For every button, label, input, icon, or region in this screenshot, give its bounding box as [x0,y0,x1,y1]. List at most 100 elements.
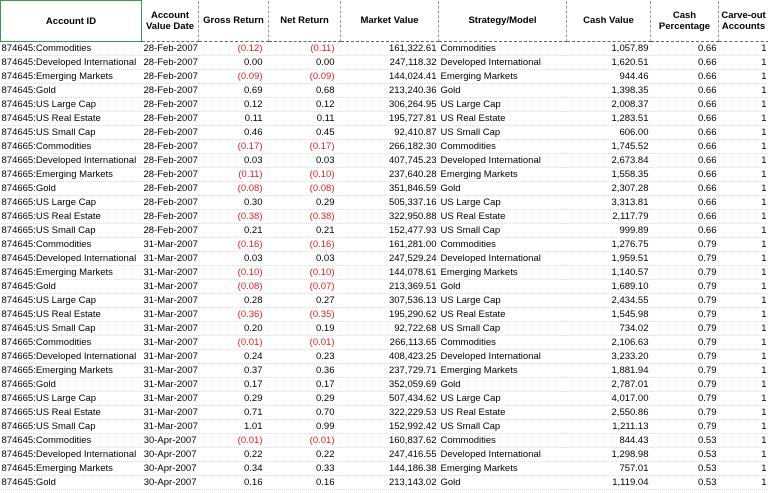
table-cell: Developed International [438,447,567,462]
table-row[interactable]: 874665:Emerging Markets 31-Mar-2007 0.37 0.… [0,363,768,378]
table-cell: 0.66 [650,139,719,154]
table-cell: 28-Feb-2007 [141,167,199,182]
table-row[interactable]: 874665:Commodities 28-Feb-2007 (0.17) (0.17… [0,139,768,154]
table-row[interactable]: 874645:Commodities 30-Apr-2007 (0.01) (0.01… [0,433,768,448]
table-row[interactable]: 874645:Commodities 28-Feb-2007 (0.12) (0.11… [0,41,768,56]
table-cell: 1 [718,97,768,112]
table-row[interactable]: 874645:Emerging Markets 28-Feb-2007 (0.09)… [0,69,768,84]
table-cell: 874665:US Small Cap [0,419,142,434]
table-row[interactable]: 874665:Developed International 31-Mar-200… [0,349,768,364]
table-row[interactable]: 874665:Developed International 28-Feb-200… [0,153,768,168]
table-cell: Gold [438,181,567,196]
table-row[interactable]: 874665:Emerging Markets 28-Feb-2007 (0.11)… [0,167,768,182]
table-cell: 1,283.51 [566,111,651,126]
table-cell: 0.66 [650,55,719,70]
table-cell: 1,545.98 [566,307,651,322]
table-cell: 0.17 [268,377,341,392]
table-row[interactable]: 874645:Gold 30-Apr-2007 0.16 0.16 213,143.02… [0,475,768,490]
table-cell: 874645:US Large Cap [0,97,142,112]
table-row[interactable]: 874645:Emerging Markets 30-Apr-2007 0.34 0.… [0,461,768,476]
table-cell: 213,143.02 [340,475,439,490]
table-cell: 0.79 [650,237,719,252]
table-cell: 1 [718,153,768,168]
table-cell: (0.11) [198,167,269,182]
column-header[interactable]: Market Value [340,0,439,42]
table-cell: 0.03 [268,251,341,266]
table-row[interactable]: 874645:US Real Estate 28-Feb-2007 0.11 0.11… [0,111,768,126]
table-cell: 1 [718,69,768,84]
column-header[interactable]: Strategy/Model [438,0,567,42]
table-row[interactable]: 874645:Developed International 30-Apr-200… [0,447,768,462]
table-row[interactable]: 874665:Gold 28-Feb-2007 (0.08) (0.08) 351,84… [0,181,768,196]
table-cell: US Real Estate [438,405,567,420]
table-row[interactable]: 874645:Emerging Markets 31-Mar-2007 (0.10)… [0,265,768,280]
table-row[interactable]: 874665:US Large Cap 31-Mar-2007 0.29 0.29 50… [0,391,768,406]
table-cell: 247,118.32 [340,55,439,70]
table-cell: Developed International [438,251,567,266]
table-cell: 874665:Commodities [0,335,142,350]
table-cell: Gold [438,377,567,392]
table-cell: 0.33 [268,461,341,476]
table-cell: 31-Mar-2007 [141,363,199,378]
table-cell: 28-Feb-2007 [141,111,199,126]
table-cell: 1,620.51 [566,55,651,70]
table-cell: 0.45 [268,125,341,140]
table-cell: 1 [718,209,768,224]
table-cell: (0.10) [198,265,269,280]
table-cell: 505,337.16 [340,195,439,210]
table-cell: (0.10) [268,265,341,280]
table-row[interactable]: 874645:Gold 28-Feb-2007 0.69 0.68 213,240.36… [0,83,768,98]
column-header[interactable]: Account ID [0,0,142,42]
table-header: Account ID Account Value Date Gross Return… [0,0,768,42]
table-row[interactable]: 874665:Gold 31-Mar-2007 0.17 0.17 352,059.69… [0,377,768,392]
table-cell: 0.70 [268,405,341,420]
table-row[interactable]: 874645:US Large Cap 31-Mar-2007 0.28 0.27 30… [0,293,768,308]
table-row[interactable]: 874665:US Small Cap 28-Feb-2007 0.21 0.21 15… [0,223,768,238]
table-cell: Developed International [438,349,567,364]
table-cell: 152,477.93 [340,223,439,238]
table-cell: 874645:Emerging Markets [0,461,142,476]
table-row[interactable]: 874645:US Real Estate 31-Mar-2007 (0.36) (0… [0,307,768,322]
table-row[interactable]: 874645:US Small Cap 28-Feb-2007 0.46 0.45 92… [0,125,768,140]
table-cell: Developed International [438,55,567,70]
table-cell: 0.17 [198,377,269,392]
table-cell: US Large Cap [438,97,567,112]
table-row[interactable]: 874645:Gold 31-Mar-2007 (0.08) (0.07) 213,36… [0,279,768,294]
table-cell: 1 [718,475,768,490]
table-cell: 874665:Developed International [0,349,142,364]
table-cell: Developed International [438,153,567,168]
table-cell: 0.12 [268,97,341,112]
table-cell: 0.29 [268,391,341,406]
table-cell: 28-Feb-2007 [141,153,199,168]
table-cell: 144,024.41 [340,69,439,84]
table-row[interactable]: 874665:US Small Cap 31-Mar-2007 1.01 0.99 15… [0,419,768,434]
column-header[interactable]: Net Return [268,0,341,42]
table-cell: 3,233.20 [566,349,651,364]
column-header[interactable]: Gross Return [198,0,269,42]
table-row[interactable]: 874645:Developed International 28-Feb-200… [0,55,768,70]
table-cell: Gold [438,83,567,98]
table-cell: 0.79 [650,363,719,378]
table-cell: (0.16) [198,237,269,252]
table-row[interactable]: 874645:Developed International 31-Mar-200… [0,251,768,266]
table-cell: 195,290.62 [340,307,439,322]
table-cell: (0.11) [268,41,341,56]
table-cell: 0.79 [650,321,719,336]
table-cell: Commodities [438,433,567,448]
table-row[interactable]: 874645:Commodities 31-Mar-2007 (0.16) (0.16… [0,237,768,252]
column-header[interactable]: Cash Value [566,0,651,42]
table-cell: 0.79 [650,265,719,280]
table-cell: 1 [718,293,768,308]
table-row[interactable]: 874645:US Large Cap 28-Feb-2007 0.12 0.12 30… [0,97,768,112]
table-cell: 1 [718,181,768,196]
table-cell: Emerging Markets [438,461,567,476]
column-header[interactable]: Carve-out Accounts [718,0,768,42]
table-row[interactable]: 874665:US Real Estate 28-Feb-2007 (0.38) (0… [0,209,768,224]
table-cell: 874645:Developed International [0,251,142,266]
table-row[interactable]: 874665:US Real Estate 31-Mar-2007 0.71 0.70… [0,405,768,420]
table-row[interactable]: 874665:Commodities 31-Mar-2007 (0.01) (0.01… [0,335,768,350]
column-header[interactable]: Account Value Date [141,0,199,42]
column-header[interactable]: Cash Percentage [650,0,719,42]
table-row[interactable]: 874645:US Small Cap 31-Mar-2007 0.20 0.19 92… [0,321,768,336]
table-row[interactable]: 874665:US Large Cap 28-Feb-2007 0.30 0.29 50… [0,195,768,210]
